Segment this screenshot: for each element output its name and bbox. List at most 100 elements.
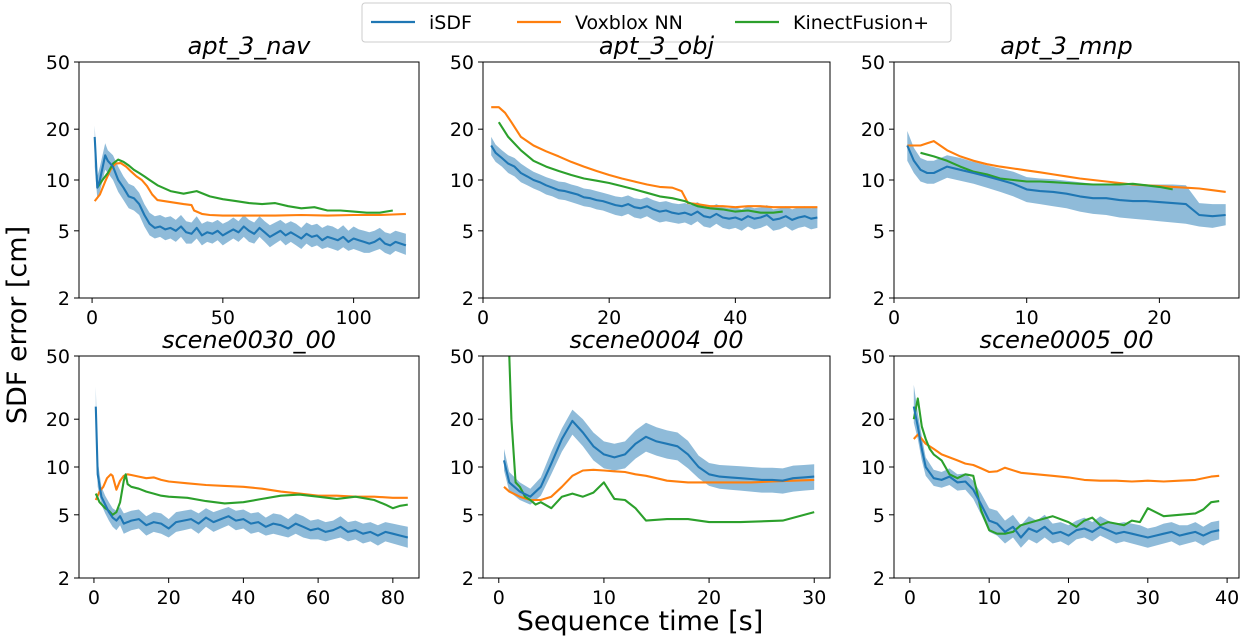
plot-area [94,386,409,548]
y-tick-label: 50 [861,346,885,368]
y-tick-label: 2 [58,288,70,310]
legend-frame [361,2,952,43]
y-tick-label: 2 [873,288,885,310]
line-voxblox-nn [907,140,1226,193]
y-tick-label: 5 [873,505,885,527]
band-isdf [504,409,815,505]
y-tick-label: 10 [450,457,474,479]
y-tick-label: 5 [58,505,70,527]
panel-scene0004-00: 2 5 10 20 50 0 10 20 30 scene0004_00 [450,326,831,609]
y-tick-label: 20 [46,409,70,431]
y-tick-label: 50 [46,346,70,368]
band-isdf [491,136,818,231]
y-tick-label: 20 [46,119,70,141]
x-tick-label: 40 [1215,587,1239,609]
line-kinectfusion- [912,397,1220,535]
x-tick-label: 10 [977,587,1001,609]
plot-area [93,125,407,255]
y-tick-label: 20 [861,409,885,431]
y-axis-label: SDF error [cm] [2,226,33,424]
panel-apt-3-obj: 2 5 10 20 50 0 20 40 apt_3_obj [450,32,831,329]
y-tick-label: 5 [462,221,474,243]
legend-label-isdf: iSDF [429,12,472,34]
y-tick-label: 50 [450,346,474,368]
x-tick-label: 60 [306,587,330,609]
panel-title: scene0030_00 [162,326,336,354]
x-tick-label: 30 [802,587,826,609]
panel-apt-3-mnp: 2 5 10 20 50 0 10 20 apt_3_mnp [861,32,1240,329]
x-tick-label: 10 [1015,307,1039,329]
x-tick-label: 40 [231,587,255,609]
y-tick-label: 2 [58,568,70,590]
y-tick-label: 50 [861,52,885,74]
x-tick-label: 20 [597,307,621,329]
y-tick-label: 10 [450,170,474,192]
panel-title: scene0004_00 [569,326,743,354]
panel-scene0030-00: 2 5 10 20 50 0 20 40 60 80 scene0030_00 [46,326,420,609]
line-isdf [912,406,1220,539]
x-axis-label: Sequence time [s] [517,606,763,637]
y-tick-label: 20 [861,119,885,141]
line-isdf [93,136,407,247]
panel-title: apt_3_obj [599,32,715,60]
x-tick-label: 10 [592,587,616,609]
legend-label-kinectfusion: KinectFusion+ [793,12,929,34]
y-tick-label: 10 [861,457,885,479]
x-tick-label: 0 [888,307,900,329]
line-isdf [906,145,1226,218]
line-voxblox-nn [491,106,818,209]
x-tick-label: 20 [157,587,181,609]
legend-label-voxblox: Voxblox NN [575,12,683,34]
plot-area [490,106,818,231]
x-tick-label: 100 [335,307,371,329]
plot-area [502,356,815,524]
band-isdf [95,386,408,548]
line-voxblox-nn [503,468,815,502]
panel-apt-3-nav: 2 5 10 20 50 0 50 100 apt_3_nav [46,32,420,329]
y-tick-label: 5 [873,221,885,243]
line-kinectfusion- [508,356,815,524]
panel-title: scene0005_00 [979,326,1153,354]
line-kinectfusion- [920,151,1173,191]
x-tick-label: 0 [904,587,916,609]
plot-area [912,384,1220,548]
x-tick-label: 20 [1147,307,1171,329]
x-tick-label: 0 [477,307,489,329]
y-tick-label: 2 [462,568,474,590]
panel-title: apt_3_nav [188,32,312,60]
y-tick-label: 50 [450,52,474,74]
legend: iSDF Voxblox NN KinectFusion+ [361,2,952,43]
band-isdf [913,384,1220,548]
line-kinectfusion- [497,121,783,214]
y-tick-label: 2 [462,288,474,310]
x-tick-label: 40 [723,307,747,329]
line-isdf [490,144,818,221]
line-voxblox-nn [913,433,1220,483]
x-tick-label: 20 [1056,587,1080,609]
panel-scene0005-00: 2 5 10 20 50 0 10 20 30 40 scene0005_00 [861,326,1240,609]
x-tick-label: 0 [493,587,505,609]
y-tick-label: 2 [873,568,885,590]
band-isdf [907,131,1226,228]
line-voxblox-nn [94,473,408,501]
x-tick-label: 80 [381,587,405,609]
y-tick-label: 10 [46,457,70,479]
y-tick-label: 50 [46,52,70,74]
line-voxblox-nn [93,162,406,217]
line-kinectfusion- [96,158,393,214]
x-tick-label: 0 [86,307,98,329]
y-tick-label: 20 [450,119,474,141]
line-kinectfusion- [94,473,408,516]
x-tick-label: 0 [88,587,100,609]
y-tick-label: 20 [450,409,474,431]
y-tick-label: 5 [58,221,70,243]
plot-area [906,131,1226,228]
x-tick-label: 50 [211,307,235,329]
y-tick-label: 10 [861,170,885,192]
line-isdf [502,419,815,498]
x-tick-label: 30 [1136,587,1160,609]
y-tick-label: 5 [462,505,474,527]
